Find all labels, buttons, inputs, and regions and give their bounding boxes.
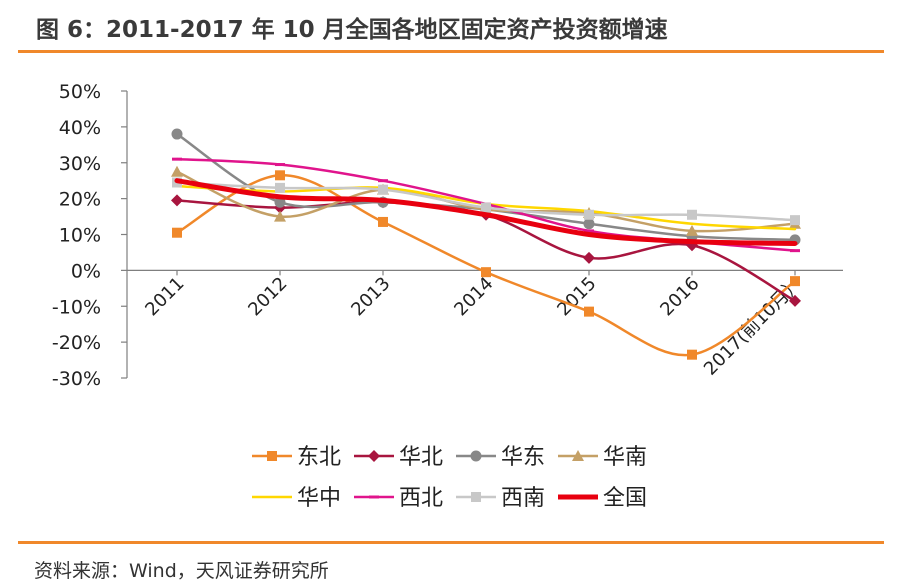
series-东北 [172,170,800,360]
legend-label: 华中 [297,486,341,511]
legend-label: 西北 [399,486,443,511]
data-point [481,267,491,278]
series-line [175,170,797,233]
data-point [171,165,183,177]
series-西南 [172,177,800,226]
legend-item: 全国 [558,486,647,511]
legend-label: 东北 [297,445,341,470]
data-point [687,349,697,360]
y-tick-label: 10% [59,225,101,247]
legend-label: 全国 [603,486,647,511]
y-tick-label: -10% [52,296,101,318]
data-point [481,202,491,213]
y-tick-label: 0% [71,260,101,282]
x-tick-label: 2014 [450,273,497,320]
y-tick-label: 30% [59,153,101,175]
data-point [378,216,388,227]
legend-swatch-marker [470,450,482,462]
legend-item: 华中 [252,486,341,511]
x-tick-label: 2013 [347,273,394,320]
legend-swatch-marker [267,451,277,461]
legend-item: 华南 [558,445,647,470]
data-point [275,182,285,193]
y-tick-label: 50% [59,81,101,103]
data-point [789,294,801,307]
legend-item: 西南 [456,486,545,511]
x-tick-label: 2016 [656,273,703,320]
legend-item: 华北 [354,445,443,470]
legend-swatch-marker [572,450,584,461]
legend-item: 华东 [456,445,545,470]
title-rule [18,50,884,53]
data-point [583,251,595,264]
data-point [687,209,697,220]
y-tick-label: -20% [52,332,101,354]
data-point [686,224,698,236]
data-point [275,170,285,181]
x-tick-label: 2017(前10月） [700,273,807,380]
legend-swatch-marker [368,450,380,462]
data-point [584,306,594,317]
data-point [274,210,286,222]
data-point [171,128,183,140]
figure-title: 图 6：2011-2017 年 10 月全国各地区固定资产投资额增速 [36,17,668,43]
legend-item: 东北 [252,445,341,470]
y-tick-label: 40% [59,117,101,139]
legend-swatch-marker [471,492,481,502]
source-note: 资料来源：Wind，天风证券研究所 [34,560,329,582]
series-line [174,178,798,246]
data-point [583,218,595,230]
legend-item: 西北 [354,486,443,511]
footer-rule [18,541,884,544]
series-全国 [174,178,798,246]
x-tick-label: 2012 [244,273,291,320]
x-tick-label: 2011 [141,273,188,320]
data-point [171,194,183,207]
data-point [378,184,388,195]
data-point [790,276,800,287]
y-tick-label: -30% [52,368,101,390]
y-tick-label: 20% [59,189,101,211]
data-point [584,209,594,220]
data-point [172,227,182,238]
series-line [175,174,797,357]
legend-label: 华北 [399,445,443,470]
legend-label: 华南 [603,445,647,470]
legend-label: 西南 [501,486,545,511]
data-point [790,215,800,226]
legend-label: 华东 [501,445,545,470]
